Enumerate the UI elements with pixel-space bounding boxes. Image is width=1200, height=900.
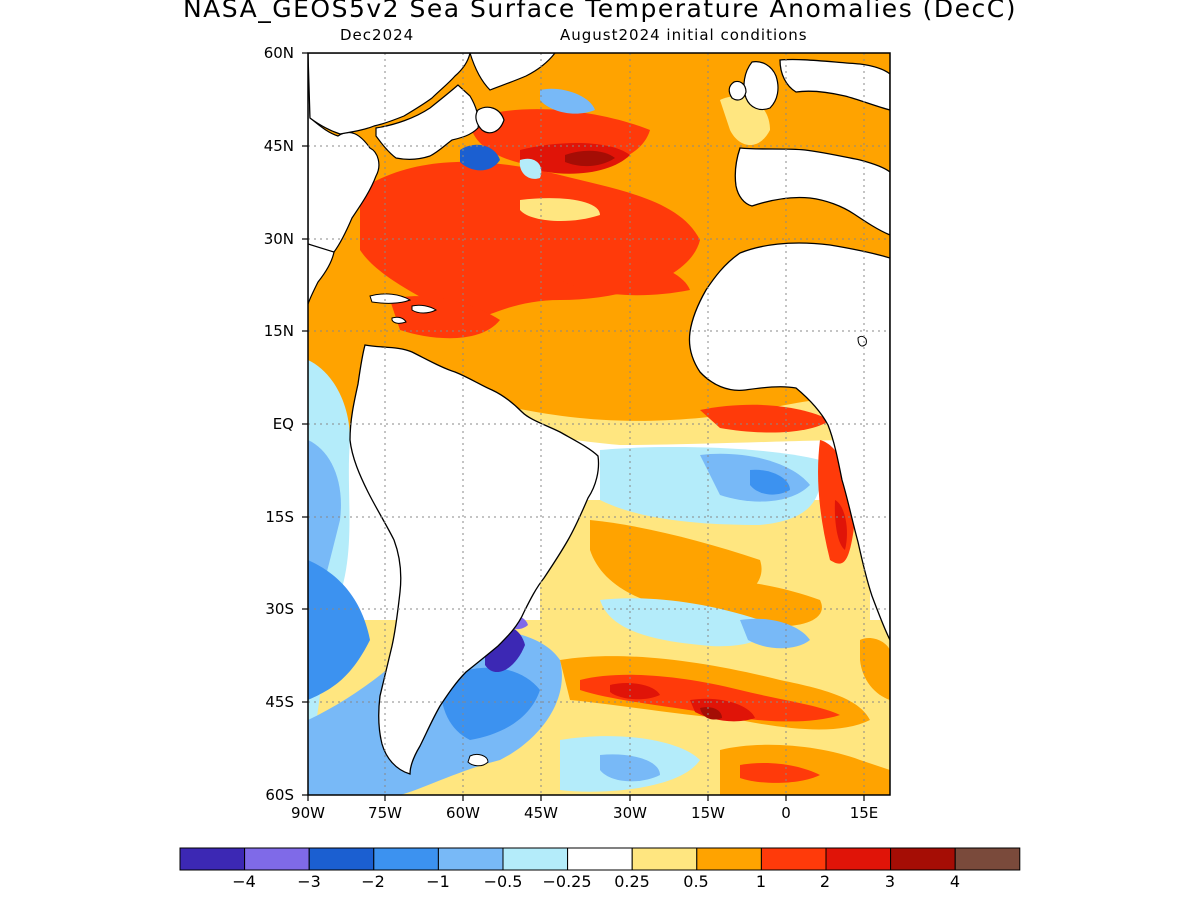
colorbar-swatch [825,847,892,871]
colorbar-swatch [502,847,569,871]
colorbar-swatch [631,847,698,871]
gridlines [308,53,890,795]
colorbar-label: −2 [361,872,385,891]
colorbar-swatch [244,847,310,871]
colorbar-swatch [308,847,375,871]
lon-label: 0 [781,804,791,822]
lon-label: 15W [691,804,725,822]
colorbar-swatch [373,847,439,871]
lat-label: 30S [265,600,294,618]
colorbar-swatch [760,847,827,871]
colorbar [179,847,1021,871]
colorbar-label: 4 [949,872,961,891]
colorbar-label: 1 [755,872,767,891]
lon-label: 45W [524,804,558,822]
colorbar-label: 0.25 [614,872,650,891]
anomaly-field [308,53,890,795]
colorbar-label: 3 [884,872,896,891]
lat-label: 45S [265,693,294,711]
lat-label: 45N [263,137,294,155]
lat-label: 60N [263,44,294,62]
lon-label: 60W [446,804,480,822]
axis-ticks [302,52,865,801]
initial-conditions: August2024 initial conditions [560,26,808,44]
lat-label: 60S [265,786,294,804]
colorbar-label: −1 [426,872,450,891]
map-title: NASA_GEOS5v2 Sea Surface Temperature Ano… [182,0,1018,23]
lat-label: 15S [265,508,294,526]
colorbar-label: −0.25 [542,872,592,891]
lon-label: 15E [849,804,879,822]
forecast-month: Dec2024 [340,26,415,44]
colorbar-swatch [696,847,762,871]
colorbar-label: −3 [297,872,321,891]
colorbar-label: 2 [819,872,831,891]
lat-label: EQ [272,415,294,433]
lat-label: 30N [263,230,294,248]
colorbar-label: −4 [232,872,256,891]
colorbar-label: 0.5 [683,872,709,891]
lon-label: 90W [291,804,325,822]
land-masses [308,53,890,775]
colorbar-swatch [567,847,633,871]
lat-label: 15N [263,322,294,340]
map-frame [307,52,891,796]
colorbar-label: −0.5 [483,872,523,891]
colorbar-swatch [179,847,246,871]
lon-label: 75W [368,804,402,822]
colorbar-swatch [437,847,504,871]
lon-label: 30W [613,804,647,822]
colorbar-swatch [954,847,1021,871]
colorbar-swatch [890,847,956,871]
